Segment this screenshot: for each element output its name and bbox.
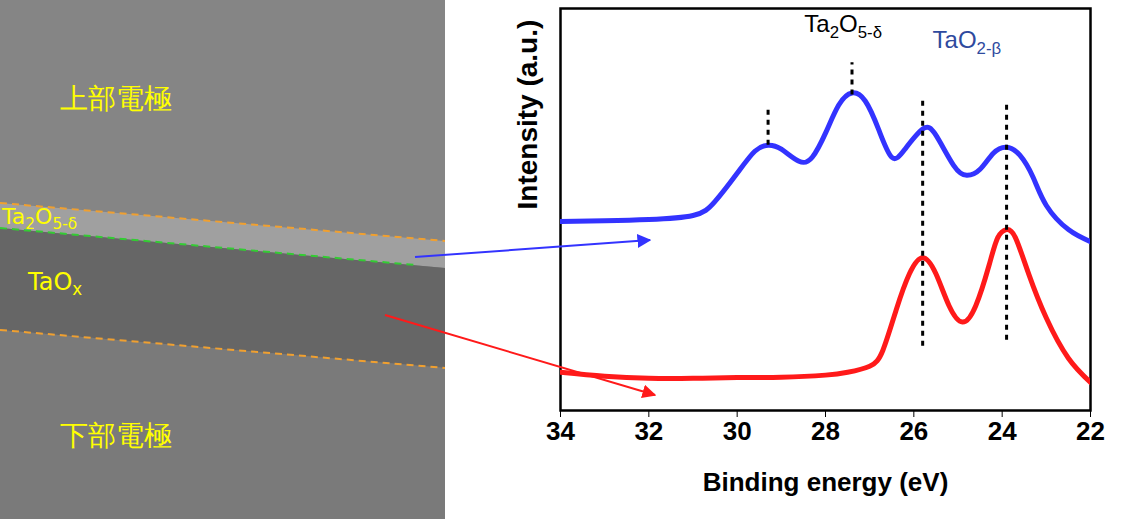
svg-text:Intensity (a.u.): Intensity (a.u.)	[512, 20, 543, 210]
svg-text:34: 34	[546, 416, 575, 446]
svg-text:32: 32	[634, 416, 663, 446]
svg-text:TaOx: TaOx	[27, 268, 82, 299]
svg-text:30: 30	[723, 416, 752, 446]
svg-text:Ta2O5-δ: Ta2O5-δ	[1, 204, 77, 233]
svg-text:22: 22	[1076, 416, 1105, 446]
svg-text:上部電極: 上部電極	[60, 82, 172, 115]
svg-text:Binding energy (eV): Binding energy (eV)	[703, 467, 949, 497]
svg-text:下部電極: 下部電極	[60, 419, 172, 452]
svg-text:Ta2O5-δ: Ta2O5-δ	[804, 10, 882, 41]
svg-text:26: 26	[899, 416, 928, 446]
svg-text:TaO2-β: TaO2-β	[933, 26, 1002, 57]
svg-text:24: 24	[988, 416, 1017, 446]
svg-text:28: 28	[811, 416, 840, 446]
